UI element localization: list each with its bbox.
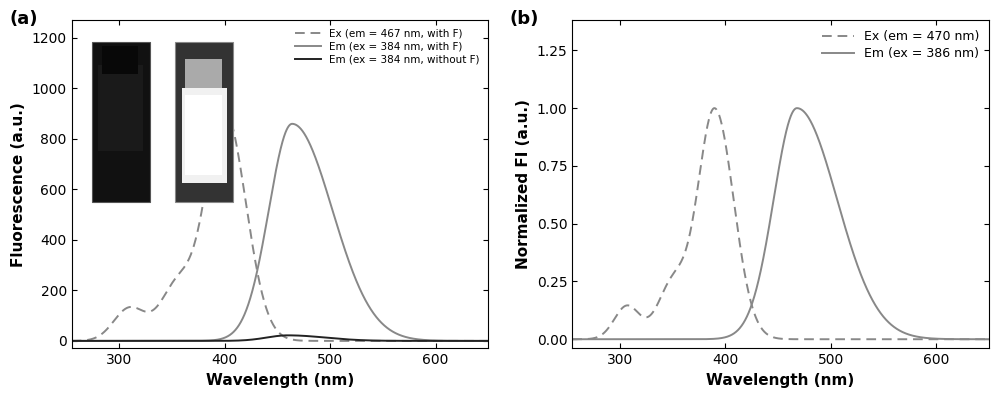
X-axis label: Wavelength (nm): Wavelength (nm) bbox=[706, 373, 855, 388]
X-axis label: Wavelength (nm): Wavelength (nm) bbox=[206, 373, 354, 388]
Y-axis label: Fluorescence (a.u.): Fluorescence (a.u.) bbox=[11, 102, 26, 267]
Text: (b): (b) bbox=[510, 10, 539, 28]
Y-axis label: Normalized FI (a.u.): Normalized FI (a.u.) bbox=[516, 99, 531, 269]
Legend: Ex (em = 470 nm), Em (ex = 386 nm): Ex (em = 470 nm), Em (ex = 386 nm) bbox=[819, 27, 983, 64]
Text: (a): (a) bbox=[9, 10, 38, 28]
Legend: Ex (em = 467 nm, with F), Em (ex = 384 nm, with F), Em (ex = 384 nm, without F): Ex (em = 467 nm, with F), Em (ex = 384 n… bbox=[292, 26, 483, 68]
